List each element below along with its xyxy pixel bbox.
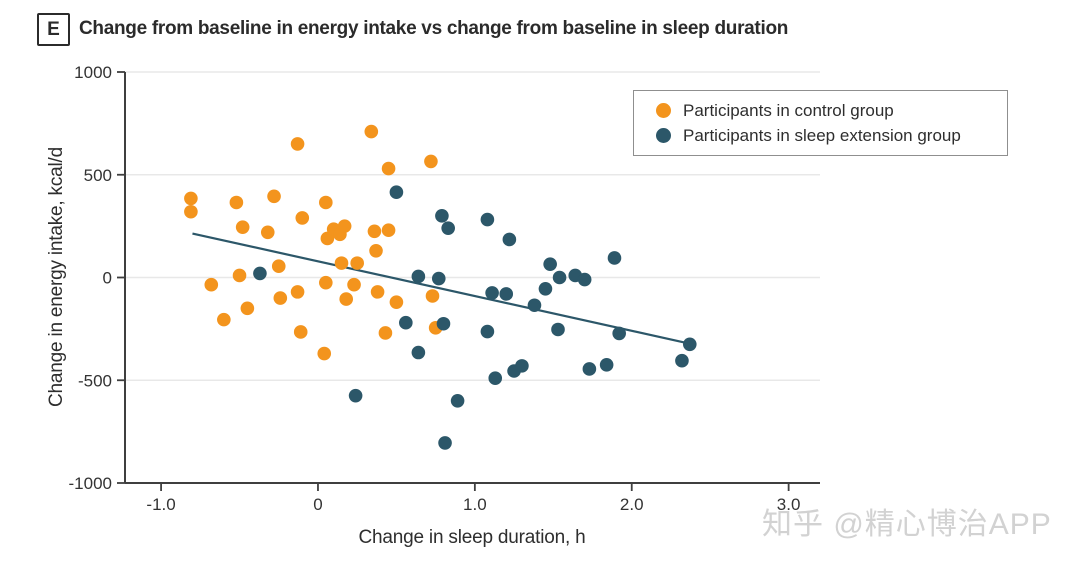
scatter-point-control (232, 268, 247, 283)
scatter-point-control (424, 154, 438, 169)
y-tick-label: 0 (103, 269, 112, 288)
scatter-point-extension (499, 287, 514, 301)
scatter-point-control (381, 223, 396, 238)
scatter-point-control (290, 137, 305, 151)
scatter-point-control (364, 124, 379, 139)
scatter-point-extension (399, 315, 413, 330)
scatter-point-extension (515, 359, 529, 373)
watermark: 知乎 @精心博治APP (762, 508, 1052, 541)
scatter-point-extension (253, 266, 267, 281)
control-group-dot-icon (656, 103, 671, 118)
legend-item-control: Participants in control group (656, 101, 1007, 121)
scatter-point-extension (502, 232, 517, 247)
scatter-point-extension (551, 322, 565, 337)
legend-label-extension: Participants in sleep extension group (683, 125, 961, 145)
scatter-point-control (229, 195, 244, 210)
scatter-point-control (204, 277, 219, 292)
scatter-point-control (293, 325, 308, 339)
scatter-point-control (240, 301, 255, 316)
x-tick-label: 1.0 (463, 495, 487, 514)
trend-line (192, 232, 691, 345)
scatter-point-extension (682, 337, 697, 352)
legend-item-extension: Participants in sleep extension group (656, 126, 1007, 146)
x-tick-label: 3.0 (777, 495, 801, 514)
y-tick-label: -1000 (69, 474, 112, 493)
scatter-point-control (378, 326, 393, 340)
scatter-point-control (217, 312, 231, 327)
scatter-point-control (271, 259, 286, 273)
y-tick-label: 500 (84, 166, 112, 185)
scatter-point-control (367, 224, 382, 239)
scatter-point-extension (411, 345, 426, 360)
scatter-point-extension (348, 388, 363, 403)
legend: Participants in control group Participan… (633, 90, 1008, 156)
scatter-point-extension (675, 353, 689, 368)
x-tick-label: 0 (313, 495, 322, 514)
scatter-point-extension (436, 316, 451, 331)
scatter-point-control (235, 220, 250, 234)
scatter-point-extension (441, 221, 455, 235)
scatter-point-control (425, 289, 440, 303)
scatter-point-control (369, 243, 383, 258)
y-tick-label: -500 (78, 371, 112, 390)
y-tick-label: 1000 (74, 63, 112, 82)
scatter-point-control (184, 191, 198, 206)
scatter-point-control (260, 225, 275, 240)
scatter-point-extension (552, 270, 567, 285)
scatter-point-extension (480, 212, 495, 227)
scatter-point-extension (450, 394, 465, 408)
scatter-point-control (290, 285, 305, 299)
scatter-point-control (389, 295, 404, 309)
scatter-point-extension (435, 209, 449, 223)
scatter-point-control (267, 189, 281, 204)
x-tick-label: -1.0 (146, 495, 175, 514)
scatter-point-control (337, 219, 352, 233)
scatter-point-extension (582, 362, 597, 376)
scatter-point-extension (577, 272, 592, 287)
x-tick-label: 2.0 (620, 495, 644, 514)
scatter-point-control (295, 211, 310, 225)
scatter-point-extension (538, 282, 553, 296)
scatter-point-extension (438, 436, 452, 450)
scatter-point-control (370, 285, 385, 299)
scatter-point-extension (527, 298, 542, 313)
scatter-point-extension (389, 185, 404, 200)
scatter-point-extension (480, 324, 495, 339)
scatter-point-control (381, 161, 396, 176)
scatter-point-control (319, 275, 333, 290)
scatter-point-control (347, 277, 361, 292)
scatter-point-control (317, 346, 332, 361)
scatter-point-extension (612, 326, 626, 341)
scatter-point-control (350, 256, 364, 270)
scatter-point-control (319, 195, 333, 210)
scatter-point-control (334, 256, 349, 270)
panel-letter-badge: E (37, 13, 70, 46)
scatter-point-extension (607, 251, 622, 265)
scatter-point-extension (488, 371, 503, 385)
scatter-point-control (273, 291, 288, 305)
x-axis-title: Change in sleep duration, h (358, 527, 586, 548)
scatter-point-extension (411, 269, 426, 284)
scatter-point-extension (543, 257, 557, 271)
scatter-point-extension (599, 358, 614, 372)
scatter-point-control (339, 292, 354, 306)
figure-title: Change from baseline in energy intake vs… (79, 18, 789, 39)
extension-group-dot-icon (656, 128, 671, 143)
legend-label-control: Participants in control group (683, 100, 894, 120)
scatter-point-control (184, 204, 198, 219)
scatter-point-extension (485, 286, 499, 300)
scatter-point-extension (431, 271, 446, 286)
